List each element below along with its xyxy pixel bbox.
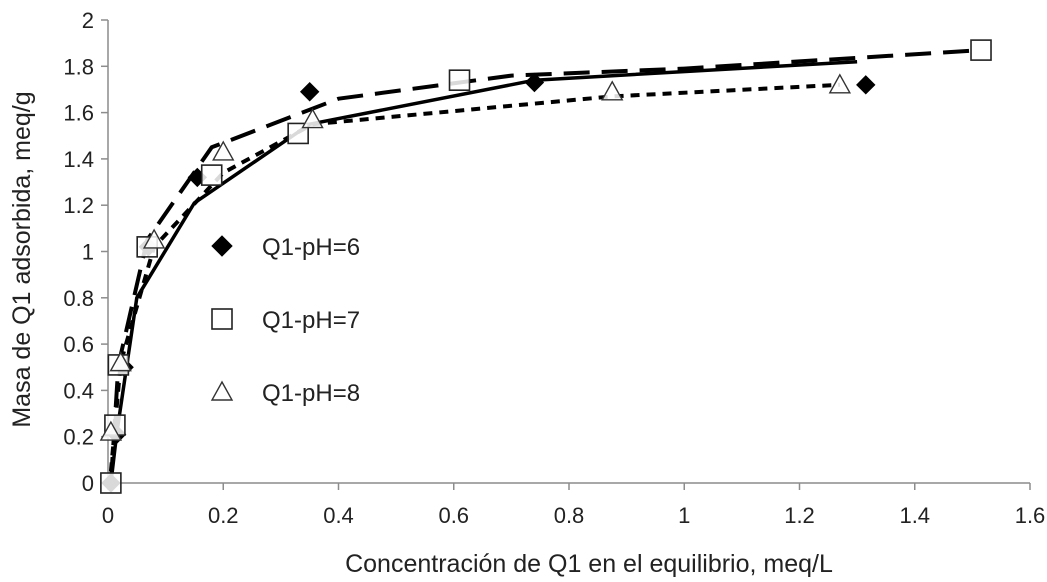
y-tick-label: 0.2 <box>63 425 94 450</box>
legend: Q1-pH=6 Q1-pH=7 Q1-pH=8 <box>210 234 360 407</box>
x-tick-label: 0.2 <box>208 503 239 528</box>
legend-label: Q1-pH=7 <box>262 307 360 334</box>
data-point-Q1-pH=7-4 <box>200 164 223 186</box>
data-point-Q1-pH=8-2 <box>142 228 166 249</box>
fit-line-Q1-pH=7 <box>108 48 982 484</box>
x-tick-label: 0.8 <box>554 503 585 528</box>
data-point-Q1-pH=7-0 <box>100 472 122 494</box>
legend-marker-Q1-pH=7 <box>211 308 233 330</box>
legend-marker-Q1-pH=6 <box>211 235 233 257</box>
y-tick-label: 0 <box>82 471 94 496</box>
fit-line-Q1-pH=8 <box>108 82 840 472</box>
axes <box>101 19 1031 490</box>
data-point-Q1-pH=8-6 <box>828 73 852 94</box>
y-tick-label: 1.6 <box>63 101 94 126</box>
data-point-Q1-pH=8-3 <box>212 140 235 161</box>
data-point-Q1-pH=8-4 <box>301 108 324 129</box>
data-point-Q1-pH=7-6 <box>448 69 471 91</box>
y-tick-label: 0.8 <box>63 286 94 311</box>
legend-label: Q1-pH=8 <box>262 380 360 407</box>
x-tick-label: 1.6 <box>1015 503 1046 528</box>
y-tick-label: 0.4 <box>63 378 94 403</box>
data-point-Q1-pH=8-0 <box>99 420 123 441</box>
data-point-Q1-pH=6-7 <box>856 75 876 95</box>
data-point-Q1-pH=8-5 <box>601 80 624 101</box>
legend-label: Q1-pH=6 <box>262 234 360 261</box>
y-tick-label: 1 <box>82 240 94 265</box>
y-tick-label: 1.2 <box>63 193 94 218</box>
x-tick-label: 0.4 <box>323 503 354 528</box>
y-tick-label: 2 <box>82 8 94 33</box>
data-point-Q1-pH=6-6 <box>524 72 545 93</box>
data-markers <box>99 39 992 494</box>
x-tick-label: 1.2 <box>784 503 815 528</box>
y-tick-label: 0.6 <box>63 332 94 357</box>
fit-line-Q1-pH=6 <box>109 59 858 484</box>
legend-marker-Q1-pH=8 <box>210 380 234 401</box>
x-axis-title: Concentración de Q1 en el equilibrio, me… <box>345 550 833 577</box>
y-tick-label: 1.4 <box>63 147 94 172</box>
x-tick-label: 0 <box>102 503 114 528</box>
y-axis-title: Masa de Q1 adsorbida, meq/g <box>8 91 36 427</box>
x-tick-label: 0.6 <box>438 503 469 528</box>
data-point-Q1-pH=7-7 <box>970 39 992 61</box>
fit-lines <box>108 48 982 484</box>
data-point-Q1-pH=6-5 <box>299 82 320 102</box>
x-tick-label: 1.4 <box>899 503 930 528</box>
y-tick-label: 1.8 <box>63 54 94 79</box>
data-point-Q1-pH=8-1 <box>109 351 132 372</box>
data-point-Q1-pH=7-5 <box>287 122 309 145</box>
tick-labels: 0 0.2 0.4 0.6 0.8 1 1.2 1.4 1.6 1.8 2 0 0.2 0.4 0.6 0.8… <box>63 8 1045 528</box>
x-tick-label: 1 <box>678 503 690 528</box>
